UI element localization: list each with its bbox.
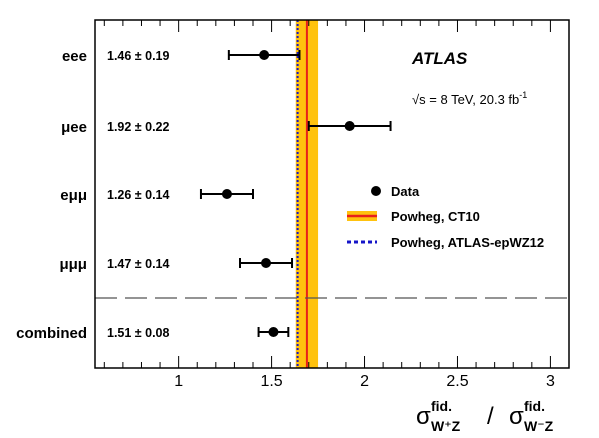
x-axis-sub-numerator: W⁺Z bbox=[431, 418, 461, 434]
data-point bbox=[268, 327, 279, 337]
row-label: combined bbox=[16, 325, 87, 342]
x-axis-sigma-denominator: σ bbox=[509, 403, 524, 430]
legend-label-ct10: Powheg, CT10 bbox=[391, 209, 480, 224]
x-axis-fid-denominator: fid. bbox=[524, 398, 545, 414]
row-label: eee bbox=[62, 48, 87, 65]
frame-layer: 1 1.5 2 2.5 3 bbox=[94, 19, 570, 390]
legend: Data Powheg, CT10 Powheg, ATLAS-epWZ12 bbox=[347, 184, 544, 250]
data-point bbox=[261, 258, 272, 268]
theory-band-layer bbox=[295, 20, 319, 368]
energy-text: s = 8 TeV, 20.3 fb bbox=[419, 92, 519, 107]
x-tick-label: 2.5 bbox=[446, 373, 468, 390]
row-label: eμμ bbox=[60, 187, 87, 204]
value-label: 1.51 ± 0.08 bbox=[107, 326, 170, 340]
legend-label-epwz12: Powheg, ATLAS-epWZ12 bbox=[391, 235, 544, 250]
energy-label: √s = 8 TeV, 20.3 fb-1 bbox=[412, 90, 527, 107]
x-axis-sigma-numerator: σ bbox=[416, 403, 431, 430]
row-label: μμμ bbox=[59, 256, 87, 273]
x-axis-sub-denominator: W⁻Z bbox=[524, 418, 554, 434]
legend-label-data: Data bbox=[391, 184, 420, 199]
value-label: 1.47 ± 0.14 bbox=[107, 257, 170, 271]
value-label: 1.26 ± 0.14 bbox=[107, 188, 170, 202]
data-point bbox=[221, 189, 232, 199]
plot-frame bbox=[94, 19, 570, 369]
sqrt-symbol: √ bbox=[412, 92, 420, 107]
x-axis-slash: / bbox=[487, 403, 494, 430]
x-tick-label: 1.5 bbox=[260, 373, 282, 390]
x-axis-title: σ fid. W⁺Z / σ fid. W⁻Z bbox=[416, 398, 554, 434]
row-label: μee bbox=[61, 119, 87, 136]
x-tick-label: 1 bbox=[174, 373, 183, 390]
x-axis-fid-numerator: fid. bbox=[431, 398, 452, 414]
atlas-label: ATLAS bbox=[411, 49, 468, 68]
data-point bbox=[344, 121, 355, 131]
svg-text:√s = 8 TeV, 20.3 fb-1: √s = 8 TeV, 20.3 fb-1 bbox=[412, 90, 527, 107]
energy-exponent: -1 bbox=[519, 90, 527, 100]
x-tick-label: 3 bbox=[546, 373, 555, 390]
data-point bbox=[259, 50, 270, 60]
x-tick-label: 2 bbox=[360, 373, 369, 390]
legend-marker-data bbox=[371, 186, 381, 196]
value-label: 1.92 ± 0.22 bbox=[107, 120, 170, 134]
marks-layer: eee 1.46 ± 0.19 μee 1.92 ± 0.22 eμμ 1.26 ± 0.… bbox=[16, 48, 392, 342]
value-label: 1.46 ± 0.19 bbox=[107, 49, 170, 63]
